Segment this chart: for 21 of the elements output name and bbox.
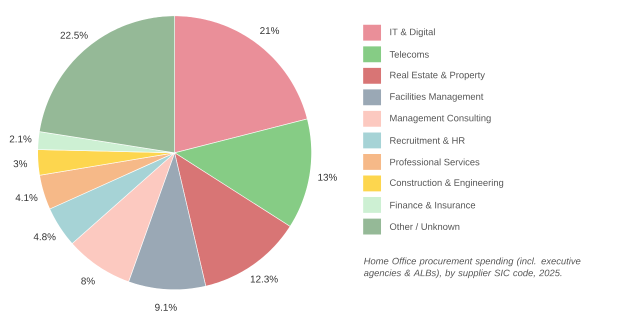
text: Home Office procurement spending (incl. executive agencies & ALBs), by supplier SIC code, 2025. <box>364 257 580 278</box>
data-label: 22.5% <box>60 32 88 39</box>
data-label: 21% <box>260 27 280 34</box>
legend-label: Management Consulting <box>390 114 491 124</box>
data-label: 12.3% <box>250 276 278 283</box>
data-label: 8% <box>81 277 95 284</box>
data-label: 2.1% <box>10 135 32 142</box>
legend-label: Recruitment & HR <box>390 136 465 144</box>
legend-label: Facilities Management <box>390 92 484 102</box>
legend-label: Construction & Engineering <box>390 179 504 188</box>
legend-label: Professional Services <box>390 158 480 166</box>
legend-label: Other / Unknown <box>390 223 460 230</box>
data-label: 9.1% <box>155 304 177 311</box>
legend-label: Real Estate & Property <box>390 71 485 80</box>
data-label: 4.1% <box>16 194 38 202</box>
legend-label: Finance & Insurance <box>390 202 476 208</box>
legend-label: Telecoms <box>390 50 429 58</box>
data-label: 13% <box>318 174 337 181</box>
data-label: 4.8% <box>34 233 56 240</box>
legend-label: IT & Digital <box>390 28 435 38</box>
data-label: 3% <box>14 160 28 168</box>
